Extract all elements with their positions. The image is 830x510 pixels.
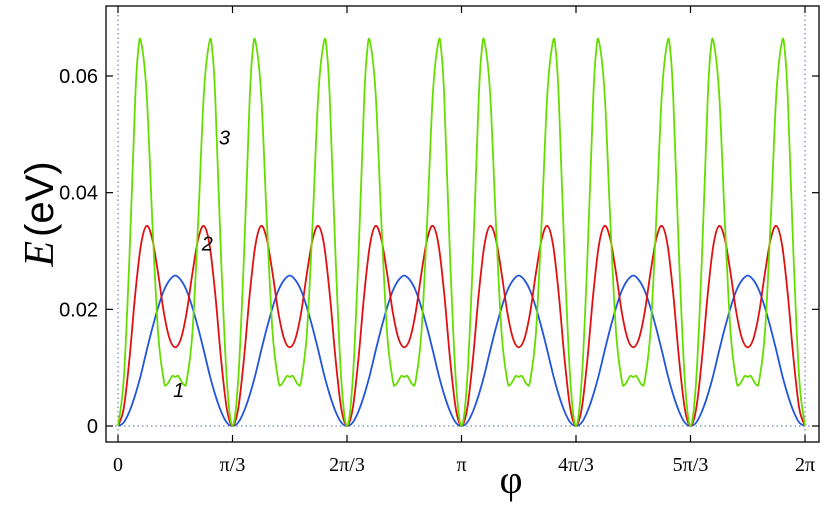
x-tick-label: π/3 bbox=[220, 454, 246, 476]
curve-label-3: 3 bbox=[219, 127, 230, 149]
x-axis-title: φ bbox=[499, 457, 522, 502]
y-tick-label: 0.06 bbox=[59, 66, 98, 88]
y-axis-title-symbol: E bbox=[17, 241, 63, 268]
curve-label-2: 2 bbox=[201, 233, 213, 255]
x-tick-label: 2π bbox=[795, 454, 815, 476]
plot-area-frame bbox=[105, 5, 820, 443]
y-axis-title-unit: (eV) bbox=[18, 161, 62, 237]
x-tick-label: 4π/3 bbox=[558, 454, 594, 476]
series-layer bbox=[117, 37, 806, 427]
y-tick-label: 0.02 bbox=[59, 299, 98, 321]
series-3-line bbox=[117, 37, 806, 427]
axis-ticks: 0 0.02 0.04 0.06 0 π/3 2π/3 π 4π/3 5π/3 2π bbox=[59, 6, 819, 476]
y-tick-label: 0.04 bbox=[59, 183, 98, 205]
x-tick-label: 5π/3 bbox=[673, 454, 709, 476]
y-axis-title: E (eV) bbox=[17, 161, 63, 267]
curve-label-1: 1 bbox=[173, 380, 184, 402]
x-tick-label: 0 bbox=[113, 454, 123, 476]
x-tick-label: π bbox=[456, 454, 466, 476]
curve-labels: 1 2 3 bbox=[173, 127, 230, 402]
y-tick-label: 0 bbox=[87, 416, 98, 438]
x-tick-label: 2π/3 bbox=[329, 454, 365, 476]
